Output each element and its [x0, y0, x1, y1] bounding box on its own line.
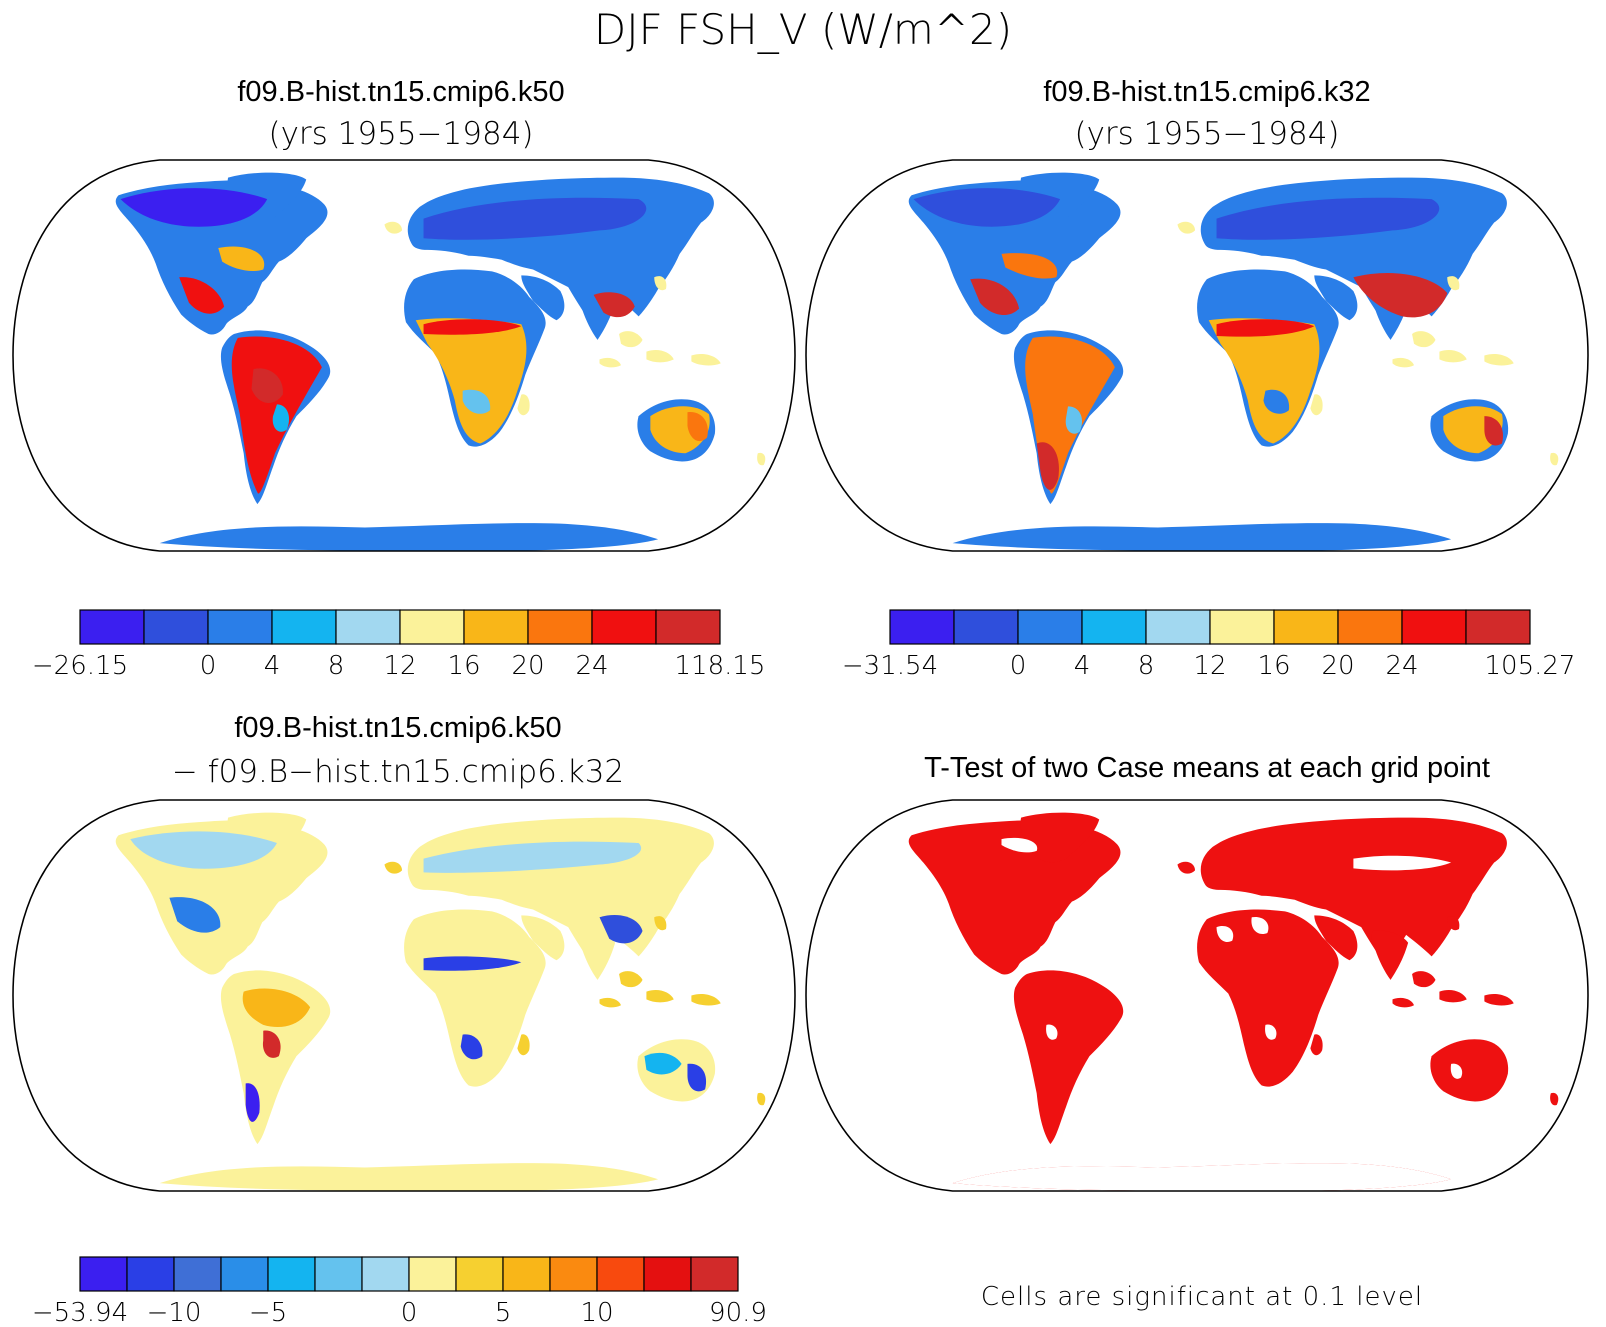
colorbar-swatch: [1081, 609, 1147, 645]
colorbar-tick-label: 0: [200, 651, 217, 681]
panel-ttest-title: T-Test of two Case means at each grid po…: [924, 752, 1490, 784]
panel-case1-subtitle: (yrs 1955−1984): [268, 116, 533, 152]
colorbar-swatch: [690, 1256, 739, 1292]
colorbar-swatch: [889, 609, 955, 645]
colorbar-tick-label: 12: [1193, 651, 1226, 681]
colorbar-swatch: [143, 609, 209, 645]
colorbar-swatch: [1465, 609, 1531, 645]
colorbar-swatch: [1209, 609, 1275, 645]
colorbar-swatch: [408, 1256, 457, 1292]
colorbar-swatch: [335, 609, 401, 645]
land-case1: [115, 172, 766, 552]
colorbar-swatch: [126, 1256, 175, 1292]
land-case2: [908, 172, 1559, 552]
colorbar-tick-label: 24: [1385, 651, 1418, 681]
panel-case1-title: f09.B-hist.tn15.cmip6.k50: [237, 76, 564, 108]
frame-case2: [805, 159, 1589, 552]
colorbar-swatch: [1401, 609, 1467, 645]
colorbar-tick-label: 5: [495, 1298, 512, 1327]
map-case1: [12, 159, 796, 552]
colorbar-swatch: [643, 1256, 692, 1292]
ttest-significance-note: Cells are significant at 0.1 level: [981, 1282, 1423, 1312]
colorbar-diff: −53.94 −10 −5 0 5 10 90.9: [32, 1256, 767, 1327]
panel-diff-title: f09.B-hist.tn15.cmip6.k50: [234, 712, 561, 744]
colorbar-swatch: [173, 1256, 222, 1292]
panel-case2-title: f09.B-hist.tn15.cmip6.k32: [1043, 76, 1370, 108]
colorbar-swatch: [1017, 609, 1083, 645]
frame-case1: [12, 159, 796, 552]
colorbar-tick-label: 0: [1010, 651, 1027, 681]
colorbar-swatch: [455, 1256, 504, 1292]
colorbar-swatch: [1273, 609, 1339, 645]
colorbar-tick-label: 4: [1074, 651, 1091, 681]
figure-title: DJF FSH_V (W/m^2): [594, 5, 1012, 54]
colorbar-tick-label: −5: [249, 1298, 287, 1327]
colorbar-swatch: [220, 1256, 269, 1292]
colorbar-tick-label: 10: [580, 1298, 613, 1327]
colorbar-swatch: [361, 1256, 410, 1292]
colorbar-swatch: [655, 609, 721, 645]
colorbar-swatch: [79, 609, 145, 645]
colorbar-tick-label: 20: [1321, 651, 1354, 681]
colorbar-swatch: [207, 609, 273, 645]
colorbar-tick-label: 4: [264, 651, 281, 681]
colorbar-tick-label: −26.15: [32, 651, 128, 681]
colorbar-case1: −26.15 0 4 8 12 16 20 24 118.15: [32, 609, 766, 681]
colorbar-swatch: [502, 1256, 551, 1292]
colorbar-swatch: [591, 609, 657, 645]
land-diff: [115, 812, 766, 1191]
colorbar-swatch: [271, 609, 337, 645]
map-case2: [805, 159, 1589, 552]
colorbar-swatch: [399, 609, 465, 645]
colorbar-tick-label: 118.15: [675, 651, 766, 681]
colorbar-case2: −31.54 0 4 8 12 16 20 24 105.27: [842, 609, 1576, 681]
colorbar-tick-label: 16: [447, 651, 480, 681]
colorbar-tick-label: 20: [511, 651, 544, 681]
colorbar-tick-label: −10: [147, 1298, 202, 1327]
land-ttest: [908, 812, 1559, 1191]
panel-diff-subtitle: − f09.B−hist.tn15.cmip6.k32: [172, 754, 624, 790]
colorbar-swatch: [596, 1256, 645, 1292]
colorbar-tick-label: −31.54: [842, 651, 938, 681]
colorbar-swatch: [314, 1256, 363, 1292]
colorbar-tick-label: −53.94: [32, 1298, 128, 1327]
colorbar-tick-label: 12: [383, 651, 416, 681]
panel-case2-subtitle: (yrs 1955−1984): [1074, 116, 1339, 152]
map-ttest: [805, 799, 1589, 1192]
colorbar-tick-label: 8: [328, 651, 345, 681]
colorbar-swatch: [549, 1256, 598, 1292]
colorbar-tick-label: 24: [575, 651, 608, 681]
colorbar-tick-label: 8: [1138, 651, 1155, 681]
colorbar-tick-label: 105.27: [1485, 651, 1576, 681]
frame-ttest: [805, 799, 1589, 1192]
colorbar-swatch: [267, 1256, 316, 1292]
colorbar-swatch: [1145, 609, 1211, 645]
colorbar-swatch: [1337, 609, 1403, 645]
colorbar-tick-label: 0: [401, 1298, 418, 1327]
map-diff: [12, 799, 796, 1192]
colorbar-swatch: [79, 1256, 128, 1292]
colorbar-swatch: [953, 609, 1019, 645]
colorbar-swatch: [463, 609, 529, 645]
colorbar-swatch: [527, 609, 593, 645]
colorbar-tick-label: 90.9: [709, 1298, 767, 1327]
colorbar-tick-label: 16: [1257, 651, 1290, 681]
frame-diff: [12, 799, 796, 1192]
